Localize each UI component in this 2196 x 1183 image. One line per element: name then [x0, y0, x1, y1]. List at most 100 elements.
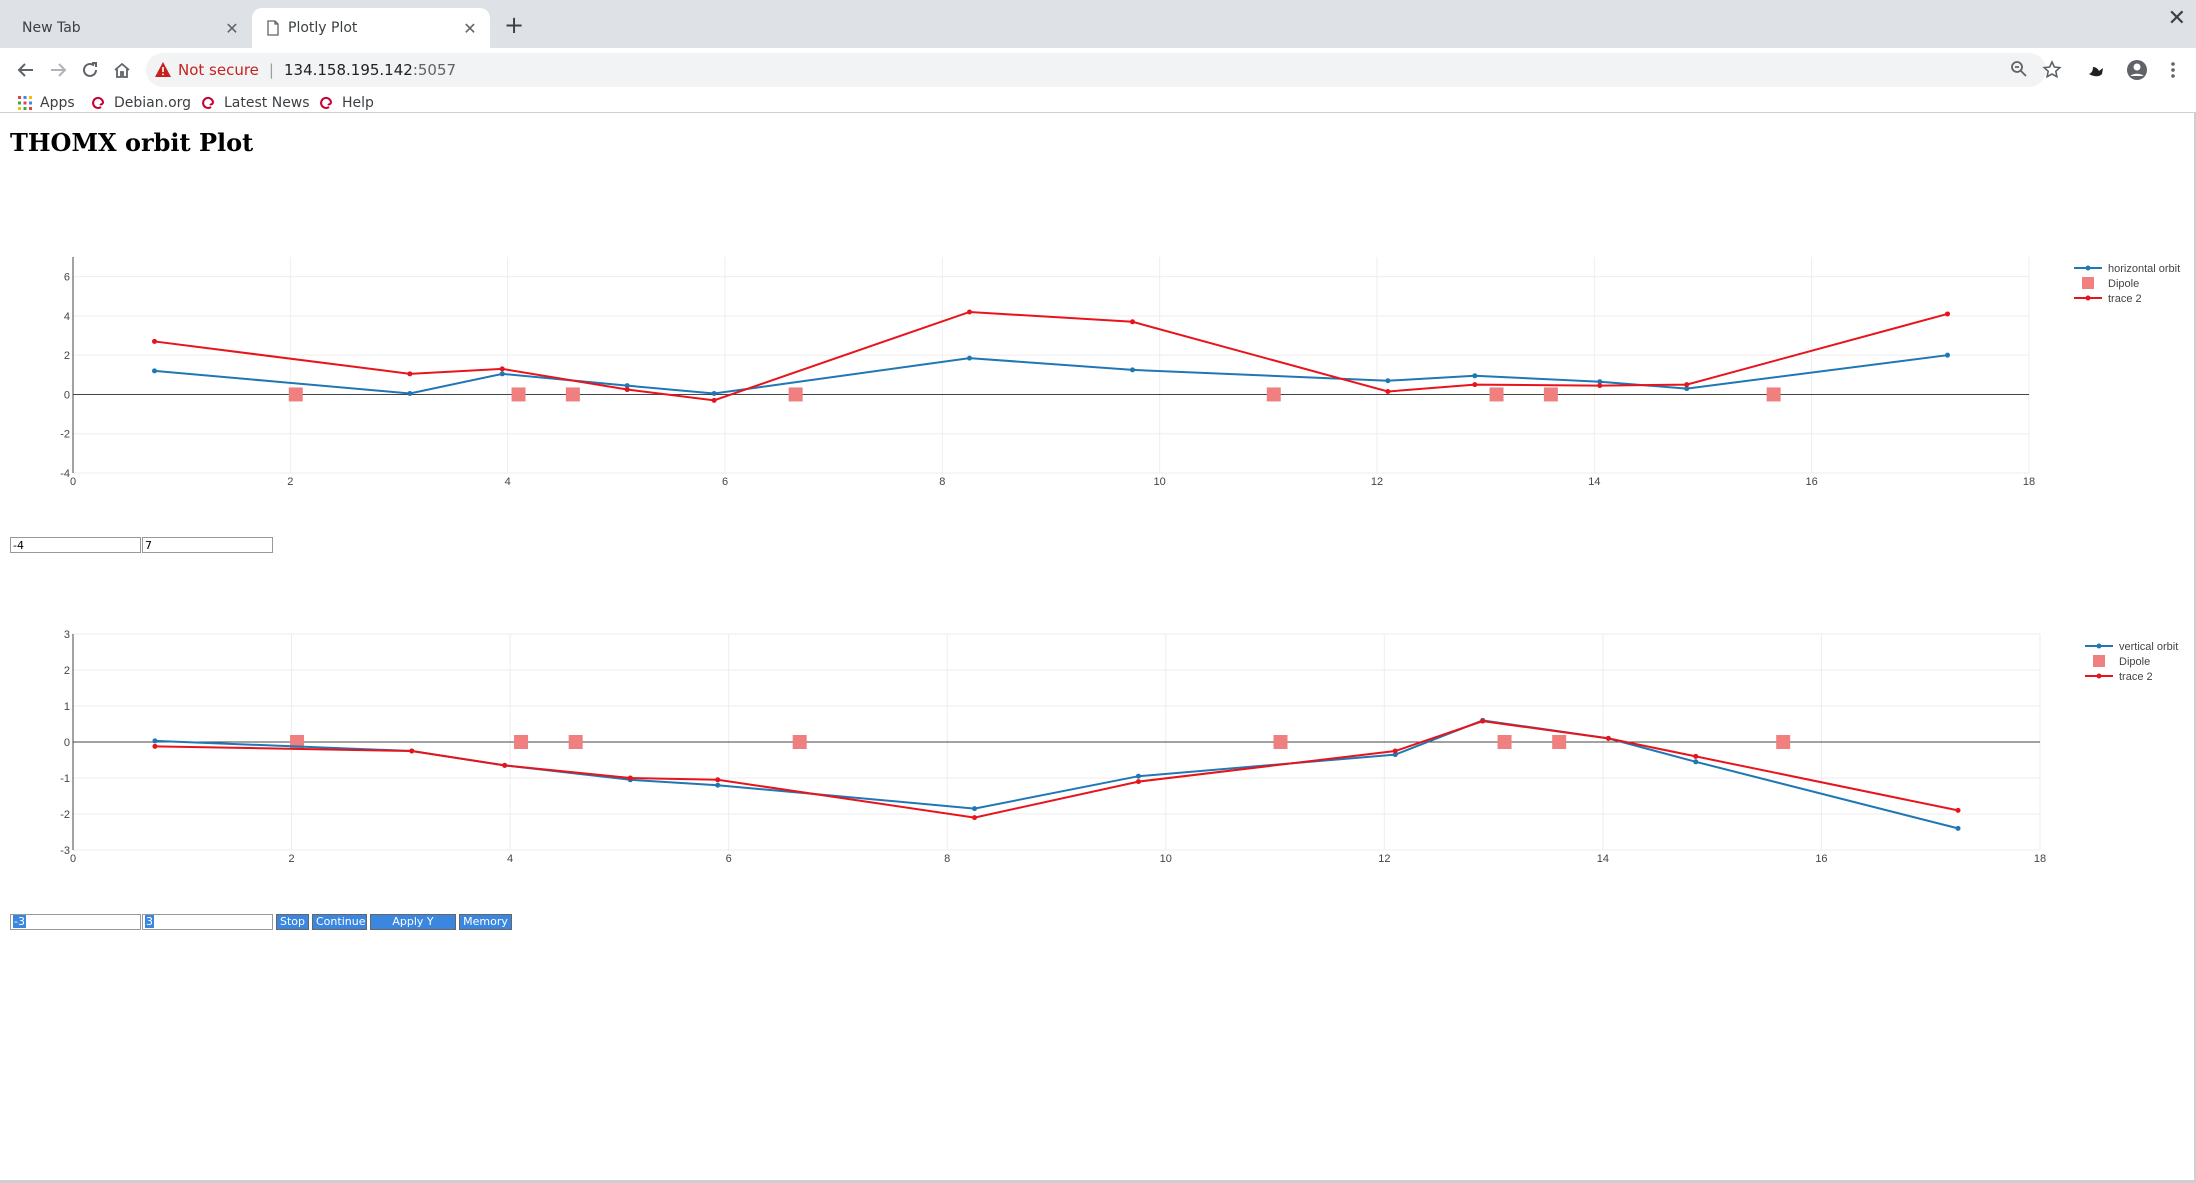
bookmark-label: Help — [342, 95, 374, 111]
y-tick-label: 0 — [64, 389, 70, 401]
data-point — [1480, 718, 1486, 724]
profile-icon[interactable] — [2126, 59, 2148, 81]
address-bar[interactable]: Not secure | 134.158.195.142 :5057 — [146, 53, 2046, 87]
data-point — [1945, 352, 1950, 358]
close-icon[interactable]: ✕ — [225, 18, 239, 38]
top-ymin-input[interactable] — [10, 537, 141, 553]
data-point — [967, 309, 972, 315]
tab-title: New Tab — [22, 20, 81, 36]
dipole-marker — [1766, 387, 1781, 402]
data-point — [627, 775, 633, 781]
reload-icon[interactable] — [76, 56, 104, 84]
x-tick-label: 6 — [726, 853, 732, 865]
bookmark-latest-news[interactable]: Latest News — [200, 92, 310, 114]
forward-icon[interactable] — [44, 56, 72, 84]
y-tick-label: -1 — [60, 773, 70, 785]
bottom-ymin-input[interactable]: -3 — [10, 914, 141, 930]
bookmark-apps[interactable]: Apps — [18, 92, 75, 114]
y-tick-label: 3 — [64, 629, 70, 641]
data-point — [1597, 383, 1603, 389]
window-close-icon[interactable]: ✕ — [2167, 6, 2186, 31]
y-tick-label: 6 — [64, 272, 70, 284]
back-icon[interactable] — [12, 56, 40, 84]
y-tick-label: -2 — [60, 429, 70, 441]
top-ymax-input[interactable] — [142, 537, 273, 553]
x-tick-label: 18 — [2023, 476, 2035, 488]
dipole-marker — [568, 735, 583, 749]
data-point — [409, 748, 415, 754]
y-tick-label: -3 — [60, 845, 70, 857]
memory-button[interactable]: Memory — [459, 914, 512, 930]
dipole-marker — [1543, 387, 1558, 402]
data-point — [1135, 773, 1141, 779]
legend-symbol — [2082, 277, 2094, 289]
y-tick-label: -2 — [60, 809, 70, 821]
data-point — [1684, 382, 1690, 388]
dipole-marker — [511, 387, 526, 402]
extension-icon[interactable] — [2086, 60, 2106, 80]
data-point — [1955, 825, 1961, 831]
legend-symbol — [2085, 295, 2091, 301]
horizontal-orbit-plot[interactable]: 0 2 4 6 8 10 12 14 16 18 -4 -2 0 2 4 6 horizontal orbit D… — [0, 250, 2196, 490]
home-icon[interactable] — [108, 56, 136, 84]
debian-swirl-icon — [202, 96, 215, 109]
new-tab-button[interactable]: + — [503, 11, 525, 39]
data-point — [1135, 779, 1141, 785]
legend-symbol — [2093, 655, 2105, 667]
apply-y-range-button[interactable]: Apply Y Range — [370, 914, 456, 942]
continue-button[interactable]: Continue — [312, 914, 367, 930]
bottom-ymax-value: 3 — [145, 915, 154, 928]
page-title: THOMX orbit Plot — [10, 128, 254, 157]
bookmark-help[interactable]: Help — [318, 92, 374, 114]
data-point — [967, 355, 972, 361]
apps-grid-icon — [18, 96, 32, 110]
tab-plotly-plot[interactable]: Plotly Plot ✕ — [252, 8, 490, 48]
zoom-icon[interactable] — [2010, 60, 2028, 78]
data-point — [972, 806, 978, 812]
dipole-marker — [565, 387, 580, 402]
data-point — [152, 338, 157, 344]
data-point — [1130, 319, 1135, 325]
window-border — [2194, 112, 2196, 1183]
data-point — [711, 397, 717, 403]
bottom-ymin-value: -3 — [13, 915, 26, 928]
dipole-marker — [514, 735, 529, 749]
x-tick-label: 16 — [1815, 853, 1827, 865]
menu-icon[interactable] — [2164, 60, 2182, 80]
dipole-marker — [1552, 735, 1567, 749]
bookmark-label: Debian.org — [114, 95, 192, 111]
x-tick-label: 8 — [939, 476, 945, 488]
url-port: :5057 — [412, 61, 457, 79]
data-point — [499, 371, 505, 377]
data-point — [407, 390, 413, 396]
tab-title: Plotly Plot — [288, 20, 358, 36]
close-icon[interactable]: ✕ — [463, 18, 477, 38]
data-point — [1392, 748, 1398, 754]
x-tick-label: 12 — [1371, 476, 1383, 488]
y-tick-label: 2 — [64, 665, 70, 677]
data-point — [1684, 386, 1690, 392]
series-line — [154, 720, 1959, 819]
data-point — [711, 390, 717, 396]
data-point — [715, 777, 721, 783]
debian-swirl-icon — [320, 96, 333, 109]
x-tick-label: 10 — [1160, 853, 1172, 865]
bookmark-label: Apps — [40, 95, 75, 111]
data-point — [1955, 807, 1961, 813]
x-tick-label: 2 — [287, 476, 293, 488]
bookmark-debian[interactable]: Debian.org — [90, 92, 191, 114]
bookmark-star-icon[interactable] — [2042, 60, 2062, 80]
tab-new-tab[interactable]: New Tab ✕ — [0, 8, 252, 48]
y-tick-label: 0 — [64, 737, 70, 749]
divider: | — [268, 61, 274, 79]
legend-label: Dipole — [2108, 278, 2139, 290]
data-point — [1945, 311, 1950, 317]
y-tick-label: 2 — [64, 350, 70, 362]
bottom-ymax-input[interactable]: 3 — [142, 914, 273, 930]
url-host: 134.158.195.142 — [283, 61, 413, 79]
stop-button[interactable]: Stop — [276, 914, 309, 930]
legend-label: trace 2 — [2119, 671, 2153, 683]
x-tick-label: 2 — [288, 853, 294, 865]
data-point — [152, 368, 157, 374]
